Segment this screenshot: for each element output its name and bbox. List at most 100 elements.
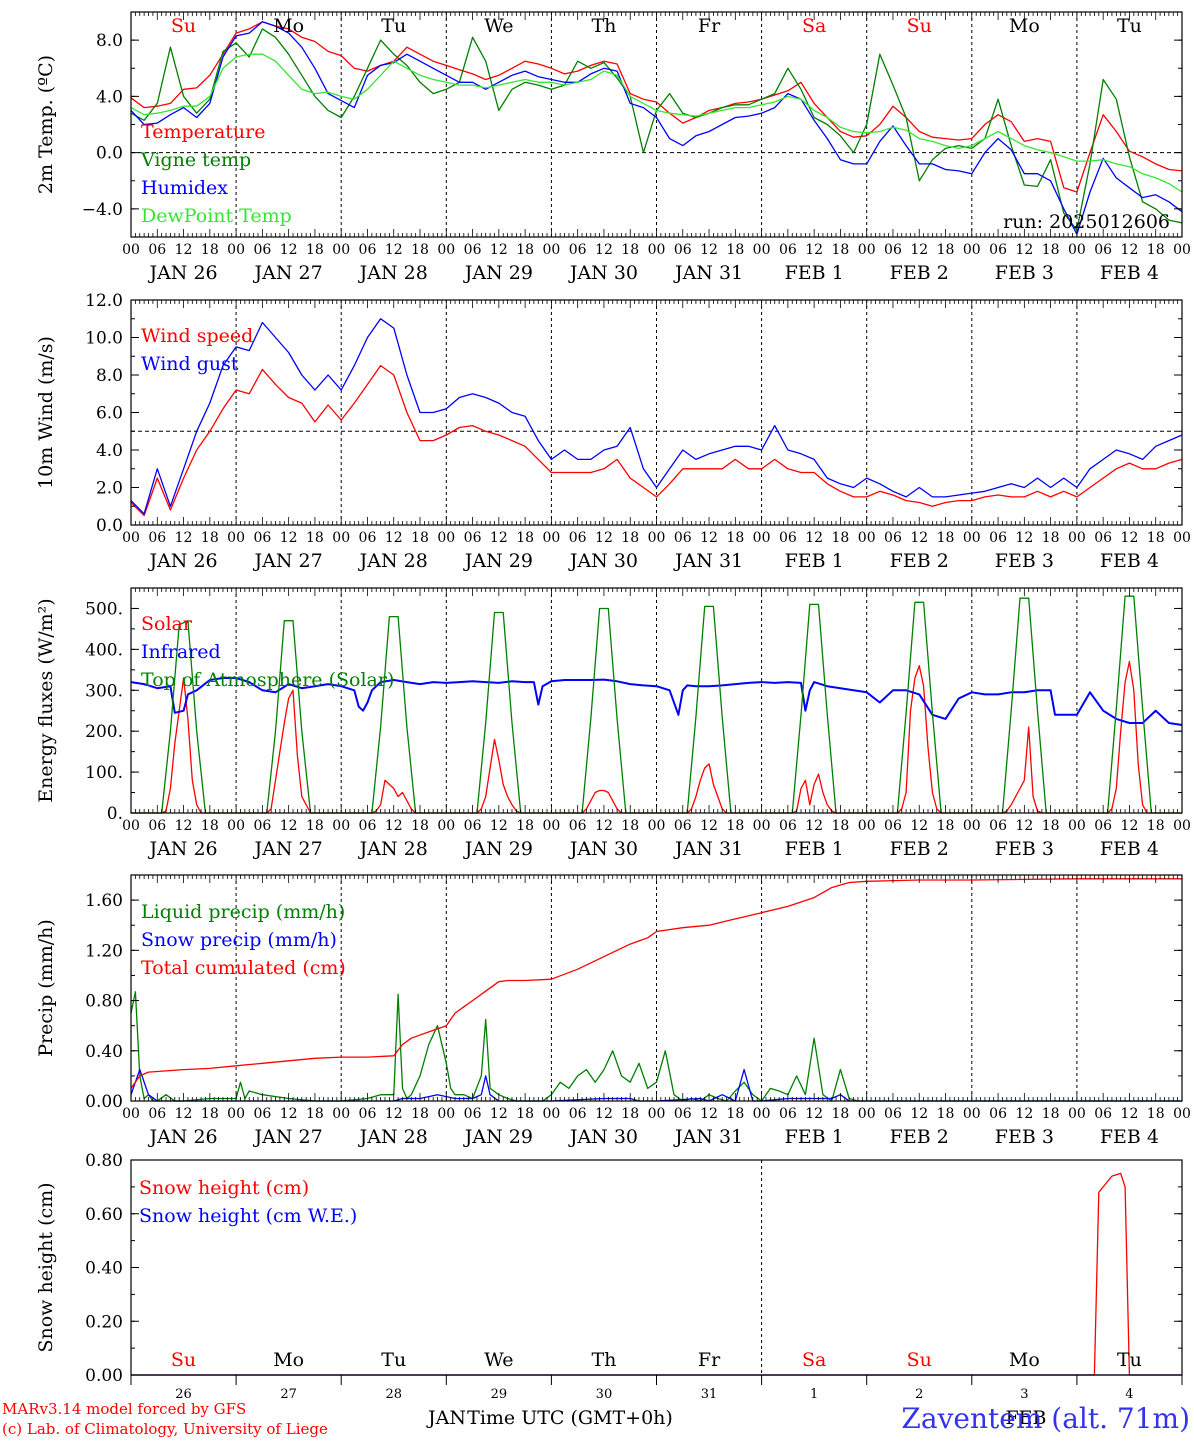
day-number-label: 28	[385, 1387, 402, 1402]
hour-label: 18	[937, 818, 955, 834]
day-number-label: 31	[701, 1387, 718, 1402]
date-label: JAN 27	[253, 838, 323, 860]
month-label-right: FEB	[1005, 1407, 1046, 1429]
y-tick-label: 10.0	[85, 329, 123, 349]
hour-label: 18	[516, 530, 534, 546]
hour-label: 12	[280, 530, 298, 546]
hour-label: 06	[1094, 530, 1112, 546]
hour-label: 12	[910, 242, 928, 258]
date-label: JAN 29	[463, 262, 533, 284]
hour-label: 06	[359, 818, 377, 834]
hour-label: 06	[148, 530, 166, 546]
y-tick-label: 500.	[85, 599, 123, 619]
x-axis-label: Time UTC (GMT+0h)	[467, 1407, 673, 1429]
hour-label: 06	[1094, 1106, 1112, 1122]
day-of-week-label: Tu	[1117, 1349, 1142, 1371]
hour-label: 12	[700, 1106, 718, 1122]
y-tick-label: 100.	[85, 763, 123, 783]
y-tick-label: −4.0	[82, 200, 123, 220]
day-number-label: 27	[280, 1387, 297, 1402]
date-label: JAN 29	[463, 838, 533, 860]
date-label: JAN 30	[568, 838, 638, 860]
y-tick-label: 0.40	[85, 1042, 123, 1062]
hour-label: 18	[411, 818, 429, 834]
hour-label: 00	[227, 242, 245, 258]
date-label: JAN 28	[358, 550, 428, 572]
hour-label: 00	[227, 818, 245, 834]
hour-label: 06	[359, 242, 377, 258]
hour-label: 12	[595, 530, 613, 546]
date-label: FEB 2	[890, 1126, 949, 1148]
hour-label: 00	[963, 530, 981, 546]
hour-label: 12	[595, 818, 613, 834]
hour-label: 00	[227, 1106, 245, 1122]
date-label: FEB 2	[890, 262, 949, 284]
day-of-week-label: Th	[591, 1349, 616, 1371]
hour-label: 06	[674, 242, 692, 258]
day-number-label: 4	[1125, 1387, 1133, 1402]
hour-label: 18	[1042, 818, 1060, 834]
hour-label: 00	[542, 242, 560, 258]
hour-label: 00	[963, 242, 981, 258]
hour-label: 06	[884, 530, 902, 546]
y-tick-label: 0.00	[85, 1092, 123, 1112]
date-label: FEB 4	[1100, 838, 1159, 860]
y-tick-label: 300.	[85, 681, 123, 701]
day-of-week-label: We	[484, 1349, 513, 1371]
hour-label: 18	[1147, 818, 1165, 834]
hour-label: 12	[910, 818, 928, 834]
y-tick-label: 0.40	[85, 1259, 123, 1279]
hour-label: 12	[805, 1106, 823, 1122]
series-line-infrared	[130, 677, 1183, 726]
hour-label: 12	[1121, 530, 1139, 546]
date-label: FEB 2	[890, 838, 949, 860]
day-of-week-label: Mo	[1009, 1349, 1040, 1371]
hour-label: 12	[700, 818, 718, 834]
y-tick-label: 1.20	[85, 941, 123, 961]
hour-label: 00	[1173, 818, 1191, 834]
series-line-humidex	[130, 21, 1183, 235]
hour-label: 12	[385, 242, 403, 258]
hour-label: 12	[1015, 1106, 1033, 1122]
hour-label: 18	[1042, 1106, 1060, 1122]
day-of-week-label: Sa	[802, 1349, 826, 1371]
day-of-week-label: Su	[907, 15, 932, 37]
legend-entry: Snow height (cm W.E.)	[139, 1205, 357, 1227]
date-label: JAN 31	[673, 262, 743, 284]
hour-label: 18	[937, 530, 955, 546]
day-of-week-label: Tu	[1117, 15, 1142, 37]
hour-label: 18	[621, 530, 639, 546]
day-of-week-label: Mo	[1009, 15, 1040, 37]
y-axis-label: 10m Wind (m/s)	[35, 336, 57, 489]
date-label: JAN 31	[673, 1126, 743, 1148]
hour-label: 00	[542, 818, 560, 834]
date-label: JAN 26	[147, 262, 217, 284]
date-label: JAN 29	[463, 1126, 533, 1148]
panel-5: 0.00 0.20 0.40 0.60 0.80 Snow height (cm) Su Mo…	[35, 1151, 1183, 1386]
date-label: JAN 30	[568, 1126, 638, 1148]
hour-label: 12	[1121, 818, 1139, 834]
date-label: JAN 27	[253, 550, 323, 572]
series-line-dewpoint-temp	[130, 53, 1183, 193]
hour-label: 06	[779, 242, 797, 258]
y-tick-label: 8.0	[96, 31, 123, 51]
month-label-left: JAN	[426, 1407, 466, 1429]
hour-label: 00	[858, 530, 876, 546]
legend-entry: Liquid precip (mm/h)	[141, 901, 345, 923]
hour-label: 18	[1147, 530, 1165, 546]
hour-label: 18	[726, 1106, 744, 1122]
hour-label: 18	[1042, 530, 1060, 546]
date-label: JAN 31	[673, 550, 743, 572]
hour-label: 00	[753, 530, 771, 546]
hour-label: 12	[700, 242, 718, 258]
y-tick-label: 1.60	[85, 891, 123, 911]
hour-label: 06	[989, 818, 1007, 834]
y-tick-label: 200.	[85, 722, 123, 742]
hour-label: 06	[674, 530, 692, 546]
hour-label: 00	[332, 818, 350, 834]
hour-label: 06	[779, 1106, 797, 1122]
hour-label: 00	[332, 530, 350, 546]
hour-label: 18	[726, 530, 744, 546]
hour-label: 06	[674, 818, 692, 834]
